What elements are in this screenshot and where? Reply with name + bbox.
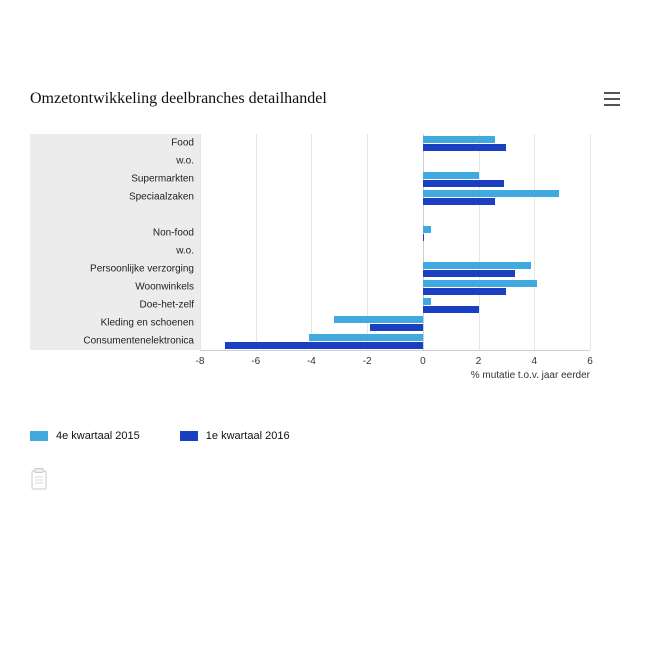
category-label: Woonwinkels <box>135 282 194 293</box>
category-label: Kleding en schoenen <box>101 318 194 329</box>
x-axis-title: % mutatie t.o.v. jaar eerder <box>471 370 590 381</box>
grid-line <box>311 134 312 350</box>
bar <box>423 180 504 187</box>
bar <box>423 270 515 277</box>
legend-label: 1e kwartaal 2016 <box>206 430 290 442</box>
x-tick-label: 0 <box>420 356 426 367</box>
bar <box>309 334 423 341</box>
zero-line <box>423 134 424 350</box>
y-axis-labels: Food w.o. Supermarkten Speciaalzaken Non-foo… <box>30 134 200 350</box>
x-tick-label: 2 <box>476 356 482 367</box>
bar <box>370 324 423 331</box>
grid-line <box>534 134 535 350</box>
x-axis-line <box>200 350 590 351</box>
x-tick-label: -4 <box>307 356 316 367</box>
category-label: Doe-het-zelf <box>140 300 194 311</box>
bar <box>423 262 532 269</box>
category-label: Persoonlijke verzorging <box>90 264 194 275</box>
category-label: Supermarkten <box>131 174 194 185</box>
x-tick-label: -8 <box>196 356 205 367</box>
legend: 4e kwartaal 2015 1e kwartaal 2016 <box>30 430 620 442</box>
category-label: Speciaalzaken <box>129 192 194 203</box>
grid-line <box>256 134 257 350</box>
chart-area: Food w.o. Supermarkten Speciaalzaken Non-foo… <box>30 134 590 374</box>
grid-line <box>590 134 591 350</box>
bar <box>423 136 495 143</box>
grid-line <box>479 134 480 350</box>
bar <box>423 288 507 295</box>
legend-item: 4e kwartaal 2015 <box>30 430 140 442</box>
category-label: Consumentenelektronica <box>83 336 194 347</box>
bar <box>423 306 479 313</box>
category-label: Food <box>171 138 194 149</box>
x-tick-label: -6 <box>251 356 260 367</box>
x-tick-label: 4 <box>532 356 538 367</box>
bar <box>423 298 431 305</box>
bar <box>423 144 507 151</box>
grid-line <box>200 134 201 350</box>
bar <box>423 234 424 241</box>
legend-swatch <box>30 431 48 441</box>
bar <box>334 316 423 323</box>
legend-item: 1e kwartaal 2016 <box>180 430 290 442</box>
category-label: Non-food <box>153 228 194 239</box>
bar <box>423 280 537 287</box>
legend-swatch <box>180 431 198 441</box>
bar <box>423 198 495 205</box>
chart-title: Omzetontwikkeling deelbranches detailhan… <box>30 90 327 108</box>
category-label: w.o. <box>176 246 194 257</box>
x-tick-label: -2 <box>363 356 372 367</box>
x-tick-label: 6 <box>587 356 593 367</box>
bar <box>423 190 560 197</box>
category-label: w.o. <box>176 156 194 167</box>
hamburger-menu-icon[interactable] <box>604 92 620 106</box>
bar <box>423 226 431 233</box>
bar <box>423 172 479 179</box>
clipboard-icon[interactable] <box>30 468 48 490</box>
plot-area <box>200 134 590 350</box>
bar <box>225 342 423 349</box>
legend-label: 4e kwartaal 2015 <box>56 430 140 442</box>
